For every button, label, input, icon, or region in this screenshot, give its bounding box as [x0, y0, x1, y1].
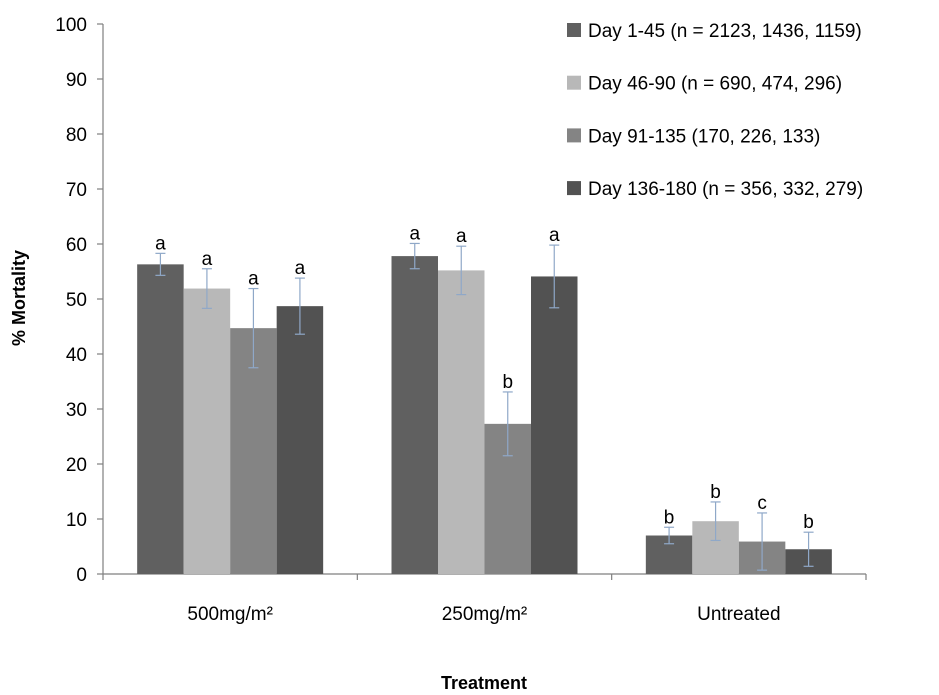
significance-letter: a [155, 233, 166, 254]
x-tick-label: Untreated [697, 604, 780, 625]
bar [531, 276, 578, 574]
y-tick-label: 50 [66, 290, 87, 311]
significance-letter: b [803, 512, 814, 533]
significance-letter: a [456, 226, 467, 247]
significance-letter: a [202, 249, 213, 270]
significance-letter: b [710, 482, 721, 503]
y-tick-label: 100 [55, 15, 87, 36]
legend-swatch [567, 128, 581, 143]
significance-letter: a [409, 223, 420, 244]
significance-letter: b [502, 372, 513, 393]
bar [137, 264, 184, 574]
y-tick-label: 70 [66, 180, 87, 201]
y-axis: 0 10 20 30 40 50 60 70 80 90 100 [55, 15, 104, 586]
legend-label: Day 136-180 (n = 356, 332, 279) [588, 179, 863, 200]
legend-swatch [567, 181, 581, 196]
x-axis: 500mg/m² 250mg/m² Untreated [102, 573, 867, 625]
significance-letter: a [549, 225, 560, 246]
legend: Day 1-45 (n = 2123, 1436, 1159) Day 46-90… [567, 21, 863, 200]
significance-letter: b [664, 507, 675, 528]
significance-letter: c [757, 493, 767, 514]
significance-labels: a a a a a a b a b b c b [155, 223, 814, 533]
y-axis-title: % Mortality [9, 250, 29, 346]
y-tick-label: 30 [66, 400, 87, 421]
bar [276, 306, 324, 574]
y-tick-label: 90 [66, 70, 87, 91]
bars [137, 256, 832, 574]
y-tick-label: 40 [66, 345, 87, 366]
bar [183, 288, 231, 574]
legend-label: Day 91-135 (170, 226, 133) [588, 126, 820, 147]
legend-swatch [567, 23, 581, 37]
bar [230, 328, 277, 574]
bar [438, 270, 485, 574]
x-tick-label: 250mg/m² [442, 604, 528, 625]
x-axis-title: Treatment [441, 673, 527, 693]
significance-letter: a [248, 269, 259, 290]
bar [391, 256, 438, 574]
x-tick-label: 500mg/m² [187, 604, 273, 625]
y-tick-label: 60 [66, 235, 87, 256]
significance-letter: a [295, 258, 306, 279]
y-tick-label: 20 [66, 455, 87, 476]
y-tick-label: 80 [66, 125, 87, 146]
y-tick-label: 10 [66, 510, 87, 531]
error-bars [155, 242, 814, 571]
legend-swatch [567, 75, 581, 90]
legend-label: Day 46-90 (n = 690, 474, 296) [588, 74, 842, 95]
y-tick-label: 0 [76, 565, 87, 586]
legend-label: Day 1-45 (n = 2123, 1436, 1159) [588, 21, 862, 42]
